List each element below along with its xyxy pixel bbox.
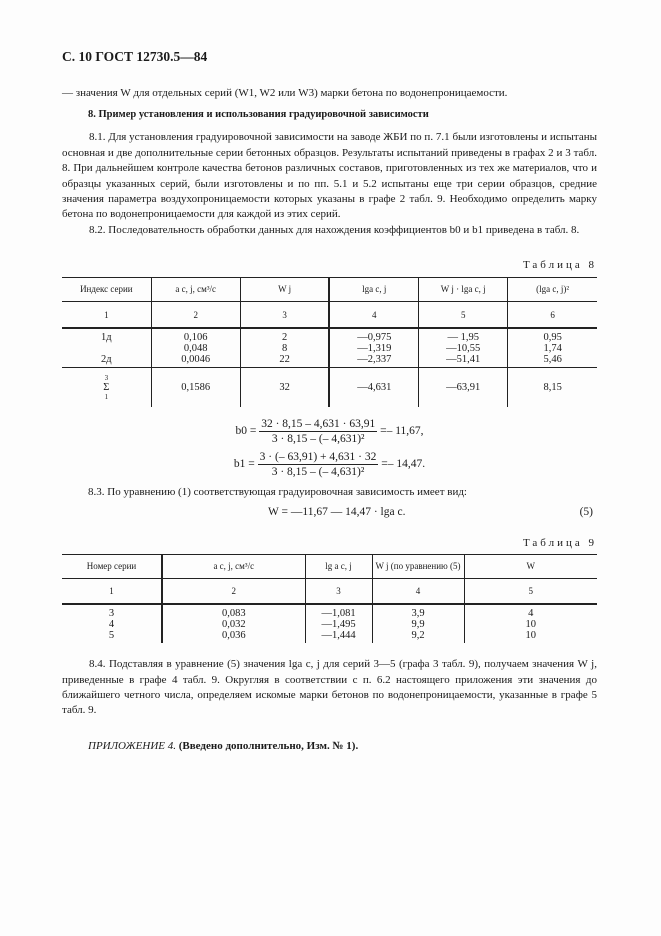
- formula-b0: b0 = 32 · 8,15 – 4,631 · 63,91 3 · 8,15 –…: [62, 417, 597, 446]
- paragraph-8-3: 8.3. По уравнению (1) соответствующая гр…: [88, 486, 467, 499]
- t8-colnum: 5: [418, 301, 508, 329]
- appendix-amendment: (Введено дополнительно, Изм. № 1).: [175, 739, 359, 752]
- b0-denominator: 3 · 8,15 – (– 4,631)²: [271, 433, 365, 446]
- b0-result: =– 11,67,: [380, 425, 424, 438]
- t8-cell: 2 8 22: [239, 327, 330, 368]
- t9-colnum: 2: [161, 577, 305, 606]
- t9-header: W j (по уравнению (5): [371, 553, 464, 579]
- section-title: 8. Пример установления и использования г…: [88, 109, 429, 121]
- b0-numerator: 32 · 8,15 – 4,631 · 63,91: [259, 418, 378, 433]
- t8-cell: —0,975 —1,319 —2,337: [328, 327, 419, 368]
- t9-cell: 0,083 0,032 0,036: [161, 604, 305, 644]
- table9-caption: Таблица 9: [522, 536, 597, 549]
- t8-header: Индекс серии: [62, 277, 152, 302]
- page-content: С. 10 ГОСТ 12730.5—84 — значения W для о…: [62, 0, 597, 773]
- paragraph-8-1: 8.1. Для установления градуировочной зав…: [62, 131, 597, 221]
- t8-cell: 0,106 0,048 0,0046: [150, 327, 241, 368]
- b1-denominator: 3 · 8,15 – (– 4,631)²: [271, 466, 365, 479]
- t8-header: W j · lga c, j: [418, 277, 508, 302]
- t8-header: (lga c, j)²: [507, 277, 597, 302]
- b1-numerator: 3 · (– 63,91) + 4,631 · 32: [257, 451, 379, 466]
- t9-header: W: [463, 553, 597, 579]
- t8-sum: 32: [239, 366, 330, 408]
- t9-colnum: 1: [62, 577, 162, 606]
- t9-colnum: 3: [304, 577, 372, 606]
- table-9: Номер серии a c, j, см³/с lg a c, j W j …: [62, 553, 597, 644]
- sum-symbol: Σ: [103, 382, 110, 393]
- paragraph-8-2: 8.2. Последовательность обработки данных…: [89, 223, 580, 236]
- appendix-note: ПРИЛОЖЕНИЕ 4. (Введено дополнительно, Из…: [88, 739, 597, 753]
- table-8: Индекс серии a c, j, см³/с W j lga c, j …: [62, 277, 597, 408]
- b1-result: =– 14,47.: [381, 458, 426, 471]
- sum-upper: 3: [104, 374, 109, 382]
- appendix-label: ПРИЛОЖЕНИЕ 4.: [88, 739, 176, 752]
- t8-colnum: 1: [62, 301, 152, 329]
- b0-lhs: b0 =: [235, 425, 257, 438]
- paragraph-8-4: 8.4. Подставляя в уравнение (5) значения…: [62, 658, 597, 717]
- b1-lhs: b1 =: [233, 458, 255, 471]
- t8-colnum: 2: [150, 301, 241, 329]
- equation-row: W = —11,67 — 14,47 · lga c. (5): [62, 505, 597, 520]
- b0-fraction: 32 · 8,15 – 4,631 · 63,91 3 · 8,15 – (– 4…: [259, 417, 378, 446]
- t9-colnum: 5: [463, 577, 597, 606]
- t8-header: lga c, j: [328, 277, 419, 302]
- t8-sum: —4,631: [328, 366, 419, 408]
- t8-sum: 8,15: [507, 366, 597, 408]
- equation-5: W = —11,67 — 14,47 · lga c.: [268, 505, 406, 518]
- t9-colnum: 4: [371, 577, 464, 606]
- t8-sum: —63,91: [418, 366, 508, 408]
- t8-header: W j: [239, 277, 330, 302]
- t8-colnum: 6: [507, 301, 597, 329]
- formula-b1: b1 = 3 · (– 63,91) + 4,631 · 32 3 · 8,15 …: [62, 450, 597, 479]
- t9-header: a c, j, см³/с: [161, 553, 305, 579]
- equation-number: (5): [579, 505, 593, 518]
- t8-cell: 1д 2д: [101, 331, 112, 365]
- t9-cell: 3,9 9,9 9,2: [371, 604, 464, 644]
- t9-cell: —1,081 —1,495 —1,444: [304, 604, 372, 644]
- t8-header: a c, j, см³/с: [150, 277, 241, 302]
- page-header: С. 10 ГОСТ 12730.5—84: [62, 49, 208, 64]
- t8-cell: 0,95 1,74 5,46: [507, 327, 597, 368]
- t9-header: Номер серии: [62, 553, 162, 579]
- t9-header: lg a c, j: [304, 553, 372, 579]
- t9-cell: 3 4 5: [108, 608, 115, 642]
- t9-cell: 4 10 10: [463, 604, 597, 644]
- t8-sum: 0,1586: [150, 366, 241, 408]
- table8-caption: Таблица 8: [522, 259, 597, 272]
- b1-fraction: 3 · (– 63,91) + 4,631 · 32 3 · 8,15 – (– …: [257, 450, 379, 479]
- wj-definition: — значения W для отдельных серий (W1, W2…: [62, 87, 508, 99]
- t8-colnum: 3: [239, 301, 330, 329]
- t8-cell: — 1,95 —10,55 —51,41: [418, 327, 508, 368]
- t8-colnum: 4: [328, 301, 419, 329]
- sum-lower: 1: [104, 393, 109, 401]
